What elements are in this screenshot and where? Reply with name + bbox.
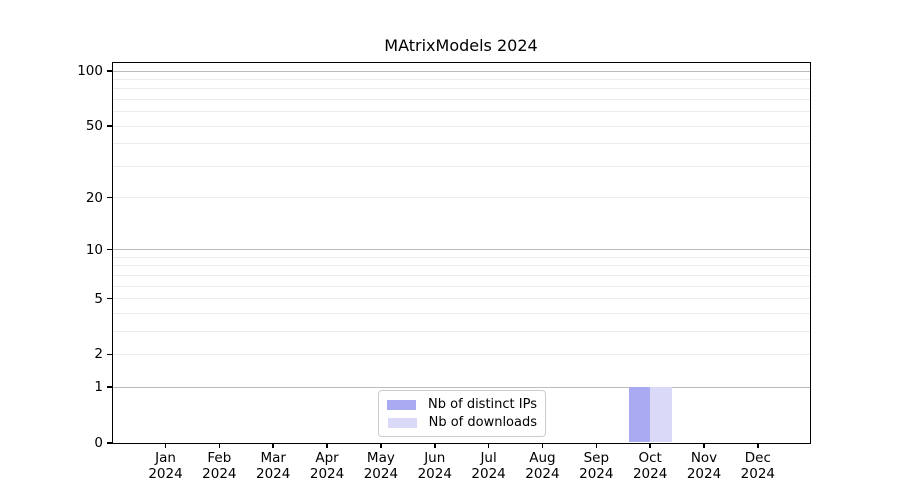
gridline-minor: [113, 312, 810, 314]
gridline-minor: [113, 98, 810, 100]
gridline-minor: [113, 330, 810, 332]
x-tick-label: Mar 2024: [256, 450, 291, 482]
x-tick: [595, 443, 598, 448]
legend-swatch-distinct-ips: [387, 399, 417, 410]
gridline-minor: [113, 111, 810, 113]
x-tick: [487, 443, 490, 448]
x-tick: [757, 443, 759, 448]
x-tick-label: Nov 2024: [686, 450, 722, 482]
y-tick-label: 5: [94, 290, 103, 307]
gridline-major: [113, 386, 810, 388]
x-tick: [649, 443, 651, 448]
gridline-minor: [113, 143, 810, 145]
gridline-minor: [113, 298, 810, 300]
gridline-major: [113, 249, 810, 251]
x-tick: [272, 443, 274, 448]
y-tick: [106, 248, 112, 251]
x-tick: [380, 443, 382, 448]
x-tick-label: Jul 2024: [471, 450, 506, 482]
legend-label-downloads: Nb of downloads: [428, 415, 537, 430]
y-tick-label: 100: [77, 63, 103, 80]
x-tick: [434, 443, 436, 448]
bar-downloads: [650, 387, 672, 443]
x-tick-label: Oct 2024: [632, 450, 668, 482]
y-tick-label: 10: [85, 241, 103, 258]
gridline-minor: [113, 353, 810, 355]
gridline-minor: [113, 165, 810, 167]
x-tick: [326, 443, 328, 448]
gridline-minor: [113, 256, 810, 258]
x-tick: [164, 443, 167, 448]
y-tick: [106, 386, 112, 388]
x-tick-label: Apr 2024: [309, 450, 345, 482]
x-tick-label: Jan 2024: [148, 450, 183, 482]
y-tick: [106, 442, 112, 444]
x-tick-label: Aug 2024: [525, 450, 560, 482]
gridline-minor: [113, 285, 810, 287]
gridline-minor: [113, 78, 810, 80]
gridline-minor: [113, 125, 810, 127]
legend-row: Nb of distinct IPs: [385, 397, 537, 412]
y-tick: [106, 70, 112, 72]
x-tick-label: Dec 2024: [740, 450, 776, 482]
x-tick-label: Jun 2024: [417, 450, 452, 482]
chart-title: MAtrixModels 2024: [384, 36, 538, 55]
legend-row: Nb of downloads: [385, 415, 537, 430]
y-tick: [106, 196, 112, 199]
x-tick: [218, 443, 221, 448]
gridline-minor: [113, 265, 810, 267]
x-tick-label: May 2024: [363, 450, 399, 482]
gridline-minor: [113, 197, 810, 199]
x-tick: [703, 443, 705, 448]
legend-swatch-downloads: [387, 417, 417, 428]
bar-distinct-ips: [628, 387, 651, 443]
legend: Nb of distinct IPs Nb of downloads: [378, 390, 546, 437]
y-tick: [106, 125, 112, 127]
x-tick-label: Sep 2024: [579, 450, 614, 482]
x-tick-label: Feb 2024: [202, 450, 237, 482]
y-tick: [106, 297, 112, 300]
gridline-minor: [113, 274, 810, 276]
gridline-minor: [113, 88, 810, 90]
gridline-major: [113, 70, 810, 72]
y-tick-label: 20: [85, 189, 103, 206]
y-tick: [106, 353, 112, 356]
x-tick: [541, 443, 544, 448]
y-tick-label: 2: [94, 346, 103, 363]
y-tick-label: 50: [85, 118, 103, 135]
y-tick-label: 1: [94, 379, 103, 396]
y-tick-label: 0: [94, 435, 103, 451]
legend-label-distinct-ips: Nb of distinct IPs: [428, 397, 537, 412]
